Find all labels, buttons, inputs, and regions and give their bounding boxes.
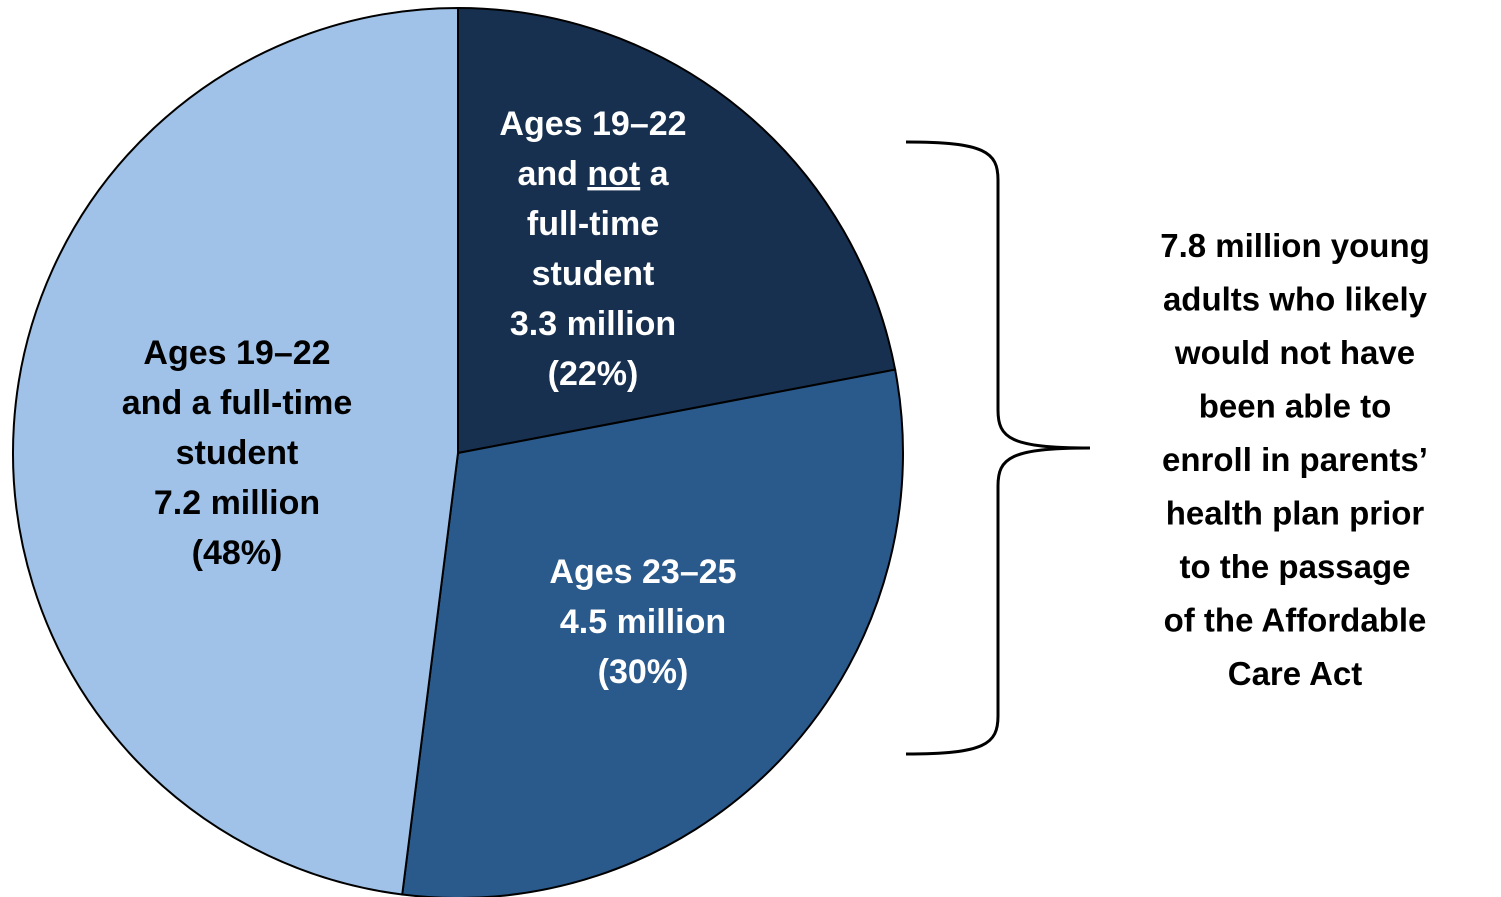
annotation-line: to the passage [1179, 548, 1410, 585]
slice-label-ages-23-25: Ages 23–25 4.5 million (30%) [549, 553, 736, 691]
slice-label-line: Ages 19–22 [143, 334, 330, 372]
slice-percent-label: (22%) [548, 355, 639, 393]
annotation: 7.8 million young adults who likely would … [1160, 227, 1430, 692]
annotation-line: health plan prior [1166, 495, 1425, 532]
slice-label-line: Ages 19–22 [499, 105, 686, 143]
slice-label-not-student: Ages 19–22 and not a full-time student 3.3 m… [499, 105, 686, 393]
slice-label-line: Ages 23–25 [549, 553, 736, 591]
slice-label-line: student [176, 434, 299, 472]
slice-labels: Ages 19–22 and not a full-time student 3.3 m… [122, 105, 737, 691]
slice-value-label: 7.2 million [154, 484, 320, 522]
slice-label-fragment: not [587, 155, 640, 193]
curly-brace [905, 140, 1091, 756]
annotation-line: been able to [1199, 388, 1392, 425]
pie-slice [12, 6, 459, 896]
pie-slice [457, 6, 897, 455]
slice-label-fragment: a [640, 155, 669, 193]
slice-label-line: student [532, 255, 655, 293]
annotation-line: of the Affordable [1164, 602, 1427, 639]
pie-slice [401, 368, 904, 897]
slice-percent-label: (30%) [598, 653, 689, 691]
annotation-line: would not have [1174, 334, 1415, 371]
annotation-line: adults who likely [1163, 281, 1428, 318]
annotation-line: 7.8 million young [1160, 227, 1430, 264]
slice-label-line: and a full-time [122, 384, 352, 422]
slice-label-full-time-student: Ages 19–22 and a full-time student 7.2 mill… [122, 334, 352, 572]
annotation-text: 7.8 million young adults who likely would … [1160, 227, 1430, 692]
annotation-line: Care Act [1228, 655, 1363, 692]
slice-value-label: 3.3 million [510, 305, 676, 343]
pie-slices [12, 6, 904, 897]
slice-label-line: full-time [527, 205, 659, 243]
annotation-line: enroll in parents’ [1162, 441, 1428, 478]
slice-label-line: and not a [517, 155, 669, 193]
slice-value-label: 4.5 million [560, 603, 726, 641]
slice-percent-label: (48%) [192, 534, 283, 572]
slice-label-fragment: and [517, 155, 587, 193]
